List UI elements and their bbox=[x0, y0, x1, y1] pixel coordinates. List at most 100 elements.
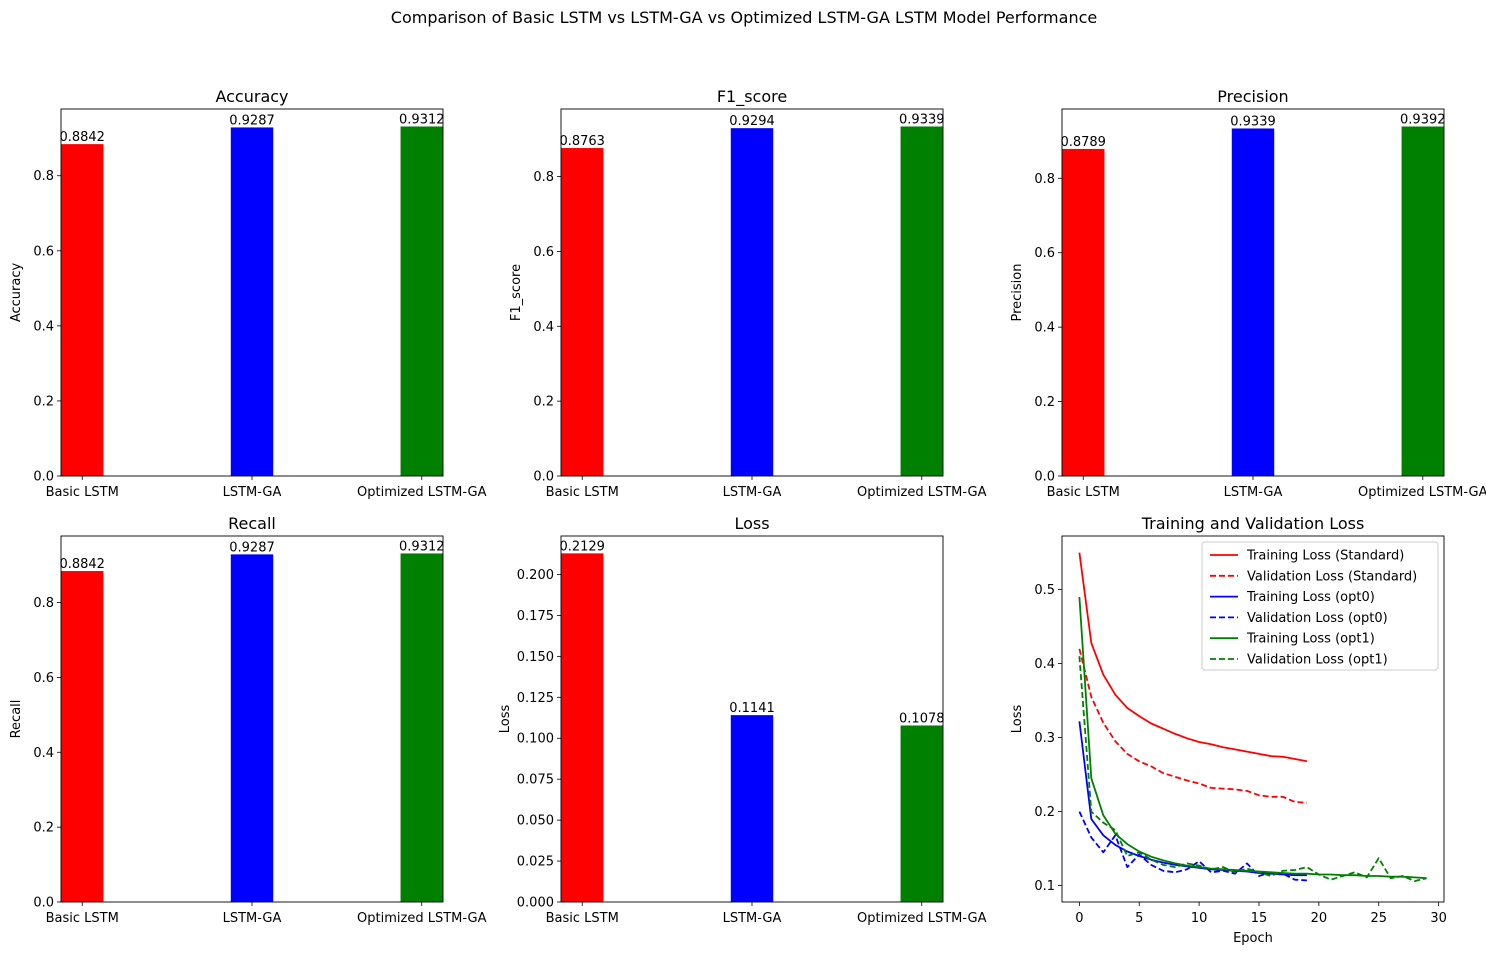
bar bbox=[730, 128, 774, 476]
axes-frame bbox=[1061, 535, 1445, 903]
bar bbox=[61, 571, 104, 902]
x-tick-label: Optimized LSTM-GA bbox=[1358, 485, 1486, 500]
chart-panel-3: 0.8842 0.9287 0.9312 0.0 0.2 0.4 0.6 0.8 Basic L… bbox=[9, 514, 487, 926]
y-tick-label: 0.8 bbox=[33, 169, 54, 184]
bar-data-label: 0.1078 bbox=[899, 711, 945, 726]
y-tick-label: 0.1 bbox=[1034, 879, 1055, 894]
y-tick-label: 0.2 bbox=[1034, 805, 1055, 820]
x-tick-label: 20 bbox=[1311, 911, 1328, 926]
bar bbox=[561, 553, 604, 902]
y-tick-label: 0.2 bbox=[33, 394, 54, 409]
x-tick-label: Optimized LSTM-GA bbox=[357, 911, 487, 926]
axes-frame bbox=[60, 535, 444, 903]
bar-data-label: 0.9312 bbox=[399, 539, 445, 554]
panel-title: Recall bbox=[228, 514, 276, 533]
y-tick-label: 0.3 bbox=[1034, 731, 1055, 746]
y-tick-label: 0.4 bbox=[533, 320, 554, 335]
chart-panel-0: 0.8842 0.9287 0.9312 0.0 0.2 0.4 0.6 0.8 Basic L… bbox=[9, 87, 487, 500]
x-tick-label: LSTM-GA bbox=[723, 911, 782, 926]
panel-title: Training and Validation Loss bbox=[1141, 514, 1365, 533]
bar-data-label: 0.1141 bbox=[729, 701, 775, 716]
panel-title: F1_score bbox=[717, 87, 787, 107]
x-tick-label: 15 bbox=[1251, 911, 1268, 926]
bar bbox=[730, 715, 774, 902]
x-tick-label: LSTM-GA bbox=[223, 485, 282, 500]
x-tick-label: Basic LSTM bbox=[46, 911, 119, 926]
x-tick-label: Basic LSTM bbox=[546, 911, 619, 926]
series-line bbox=[1078, 552, 1308, 763]
bar-data-label: 0.9339 bbox=[899, 112, 945, 127]
y-tick-label: 0.6 bbox=[33, 244, 54, 259]
bar bbox=[900, 126, 943, 477]
x-tick-label: 5 bbox=[1135, 911, 1143, 926]
y-tick-label: 0.4 bbox=[33, 746, 54, 761]
y-tick-label: 0.2 bbox=[533, 395, 554, 410]
x-tick-label: LSTM-GA bbox=[223, 911, 282, 926]
y-tick-label: 0.4 bbox=[33, 319, 54, 334]
y-tick-label: 0.8 bbox=[533, 170, 554, 185]
bar bbox=[400, 126, 443, 477]
legend-entry-label: Training Loss (opt0) bbox=[1246, 590, 1375, 605]
chart-panel-1: 0.8763 0.9294 0.9339 0.0 0.2 0.4 0.6 0.8 Basic L… bbox=[509, 87, 987, 500]
legend-entry-label: Validation Loss (Standard) bbox=[1247, 569, 1417, 584]
y-tick-label: 0.2 bbox=[33, 821, 54, 836]
y-tick-label: 0.025 bbox=[517, 855, 554, 870]
figure-suptitle: Comparison of Basic LSTM vs LSTM-GA vs O… bbox=[391, 8, 1097, 27]
y-tick-label: 0.075 bbox=[517, 773, 554, 788]
panel-title: Accuracy bbox=[215, 87, 288, 106]
bar bbox=[230, 127, 274, 476]
axes-frame bbox=[60, 108, 444, 477]
y-tick-label: 0.5 bbox=[1034, 583, 1055, 598]
bar-data-label: 0.9287 bbox=[229, 540, 275, 555]
series-line bbox=[1078, 721, 1307, 877]
x-tick-label: Optimized LSTM-GA bbox=[857, 911, 987, 926]
axes-frame bbox=[560, 108, 944, 477]
series-line bbox=[1078, 596, 1427, 880]
x-tick-label: Basic LSTM bbox=[546, 485, 619, 500]
y-tick-label: 0.4 bbox=[1034, 657, 1055, 672]
y-tick-label: 0.8 bbox=[1034, 172, 1055, 187]
y-tick-label: 0.6 bbox=[33, 671, 54, 686]
series-line bbox=[1078, 656, 1427, 882]
x-tick-label: 25 bbox=[1370, 911, 1387, 926]
y-axis-label: Precision bbox=[1010, 263, 1025, 321]
axes-frame bbox=[1061, 108, 1445, 477]
bar bbox=[230, 554, 274, 902]
y-tick-label: 0.0 bbox=[33, 896, 54, 911]
x-tick-label: 0 bbox=[1075, 911, 1083, 926]
y-tick-label: 0.100 bbox=[517, 732, 554, 747]
y-tick-label: 0.6 bbox=[533, 245, 554, 260]
legend-entry-label: Validation Loss (opt1) bbox=[1247, 653, 1388, 668]
bar-data-label: 0.8842 bbox=[59, 557, 105, 572]
chart-panel-2: 0.8789 0.9339 0.9392 0.0 0.2 0.4 0.6 0.8 Basic L… bbox=[1010, 87, 1486, 500]
y-axis-label: Accuracy bbox=[9, 263, 24, 323]
y-tick-label: 0.175 bbox=[517, 609, 554, 624]
bar bbox=[1062, 148, 1105, 477]
y-tick-label: 0.6 bbox=[1034, 246, 1055, 261]
panel-title: Loss bbox=[734, 514, 769, 533]
y-tick-label: 0.0 bbox=[33, 470, 54, 485]
bar-data-label: 0.9392 bbox=[1400, 112, 1446, 127]
bar-data-label: 0.9312 bbox=[399, 112, 445, 127]
bar bbox=[1401, 126, 1444, 477]
x-tick-label: Optimized LSTM-GA bbox=[857, 485, 987, 500]
legend-entry-label: Validation Loss (opt0) bbox=[1247, 611, 1388, 626]
y-axis-label: Loss bbox=[498, 705, 513, 734]
x-tick-label: 10 bbox=[1191, 911, 1208, 926]
y-tick-label: 0.125 bbox=[517, 691, 554, 706]
chart-panel-5: 0.1 0.2 0.3 0.4 0.5 0 5 10 15 20 25 30 Epoch Training… bbox=[1010, 514, 1447, 946]
x-tick-label: Optimized LSTM-GA bbox=[357, 485, 487, 500]
y-tick-label: 0.0 bbox=[533, 470, 554, 485]
legend-box bbox=[1201, 541, 1439, 671]
axes-frame bbox=[560, 535, 944, 903]
y-tick-label: 0.2 bbox=[1034, 395, 1055, 410]
bar-data-label: 0.2129 bbox=[559, 539, 605, 554]
x-tick-label: LSTM-GA bbox=[1224, 485, 1283, 500]
bar bbox=[400, 553, 443, 902]
bar bbox=[900, 725, 943, 902]
series-line bbox=[1078, 648, 1307, 804]
x-tick-label: 30 bbox=[1430, 911, 1447, 926]
y-tick-label: 0.8 bbox=[33, 596, 54, 611]
chart-panel-4: 0.2129 0.1141 0.1078 0.000 0.025 0.050 0.075 0.… bbox=[498, 514, 987, 926]
